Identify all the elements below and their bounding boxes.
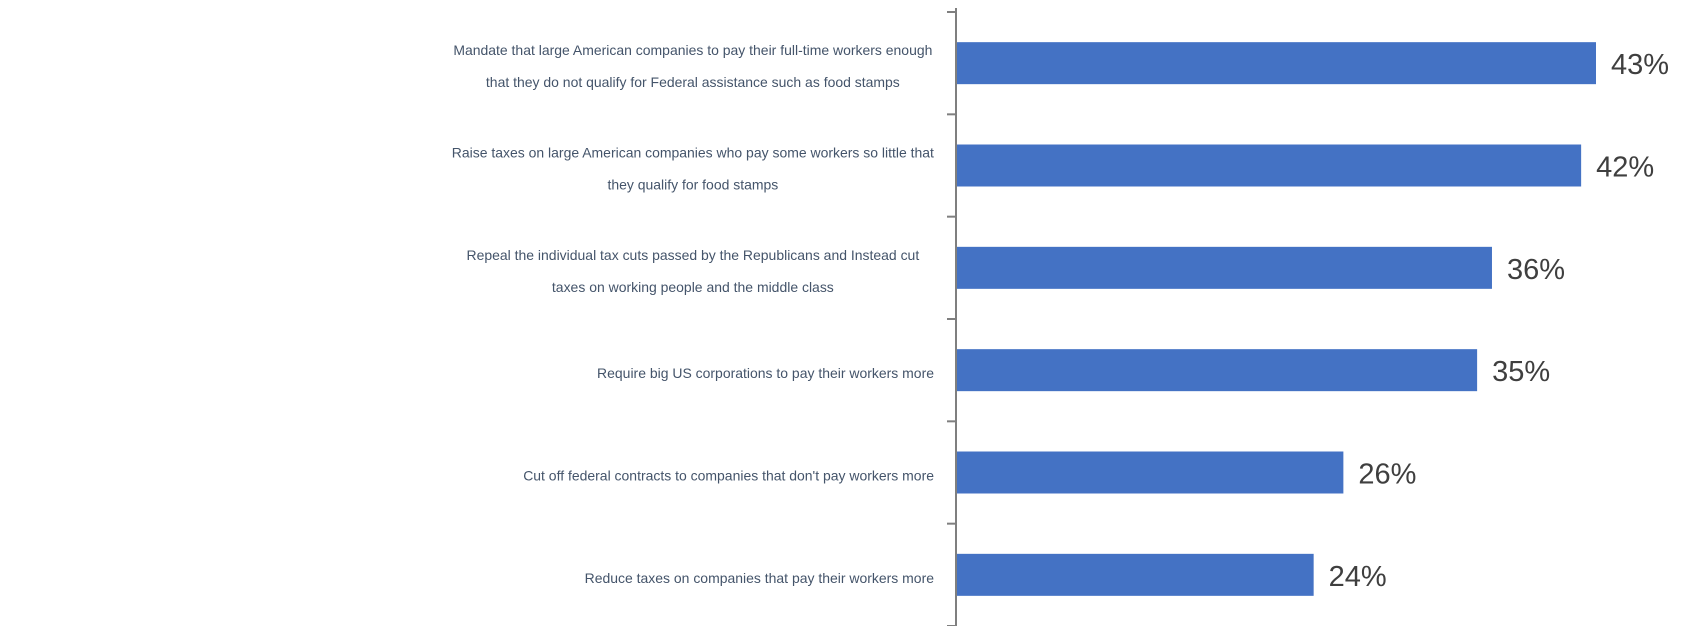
value-label: 26%: [1358, 459, 1416, 491]
category-labels: Mandate that large American companies to…: [452, 42, 934, 586]
category-label-line: that they do not qualify for Federal ass…: [486, 74, 900, 90]
category-label-line: Require big US corporations to pay their…: [597, 365, 934, 381]
value-label: 43%: [1611, 49, 1669, 81]
category-label: Raise taxes on large American companies …: [452, 145, 934, 193]
value-label: 42%: [1596, 152, 1654, 184]
category-label: Repeal the individual tax cuts passed by…: [466, 247, 919, 295]
category-label: Cut off federal contracts to companies t…: [523, 468, 934, 484]
category-label-line: Mandate that large American companies to…: [453, 42, 932, 58]
axis-ticks: [947, 11, 956, 626]
category-label: Mandate that large American companies to…: [453, 42, 932, 90]
bar: [957, 144, 1582, 187]
bar: [957, 451, 1344, 494]
bar: [957, 553, 1314, 596]
bar: [957, 246, 1492, 289]
bars: [957, 42, 1596, 596]
category-label-line: Cut off federal contracts to companies t…: [523, 468, 934, 484]
bar: [957, 42, 1596, 85]
value-label: 24%: [1329, 561, 1387, 593]
category-label-line: Reduce taxes on companies that pay their…: [585, 570, 935, 586]
category-label-line: taxes on working people and the middle c…: [552, 279, 834, 295]
category-label: Reduce taxes on companies that pay their…: [585, 570, 935, 586]
value-labels: 43% 42% 36% 35% 26% 24%: [1329, 49, 1669, 593]
bar: [957, 349, 1478, 392]
value-label: 35%: [1492, 356, 1550, 388]
category-label: Require big US corporations to pay their…: [597, 365, 934, 381]
value-label: 36%: [1507, 254, 1565, 286]
category-label-line: Repeal the individual tax cuts passed by…: [466, 247, 919, 263]
category-label-line: Raise taxes on large American companies …: [452, 145, 934, 161]
category-label-line: they qualify for food stamps: [607, 177, 778, 193]
